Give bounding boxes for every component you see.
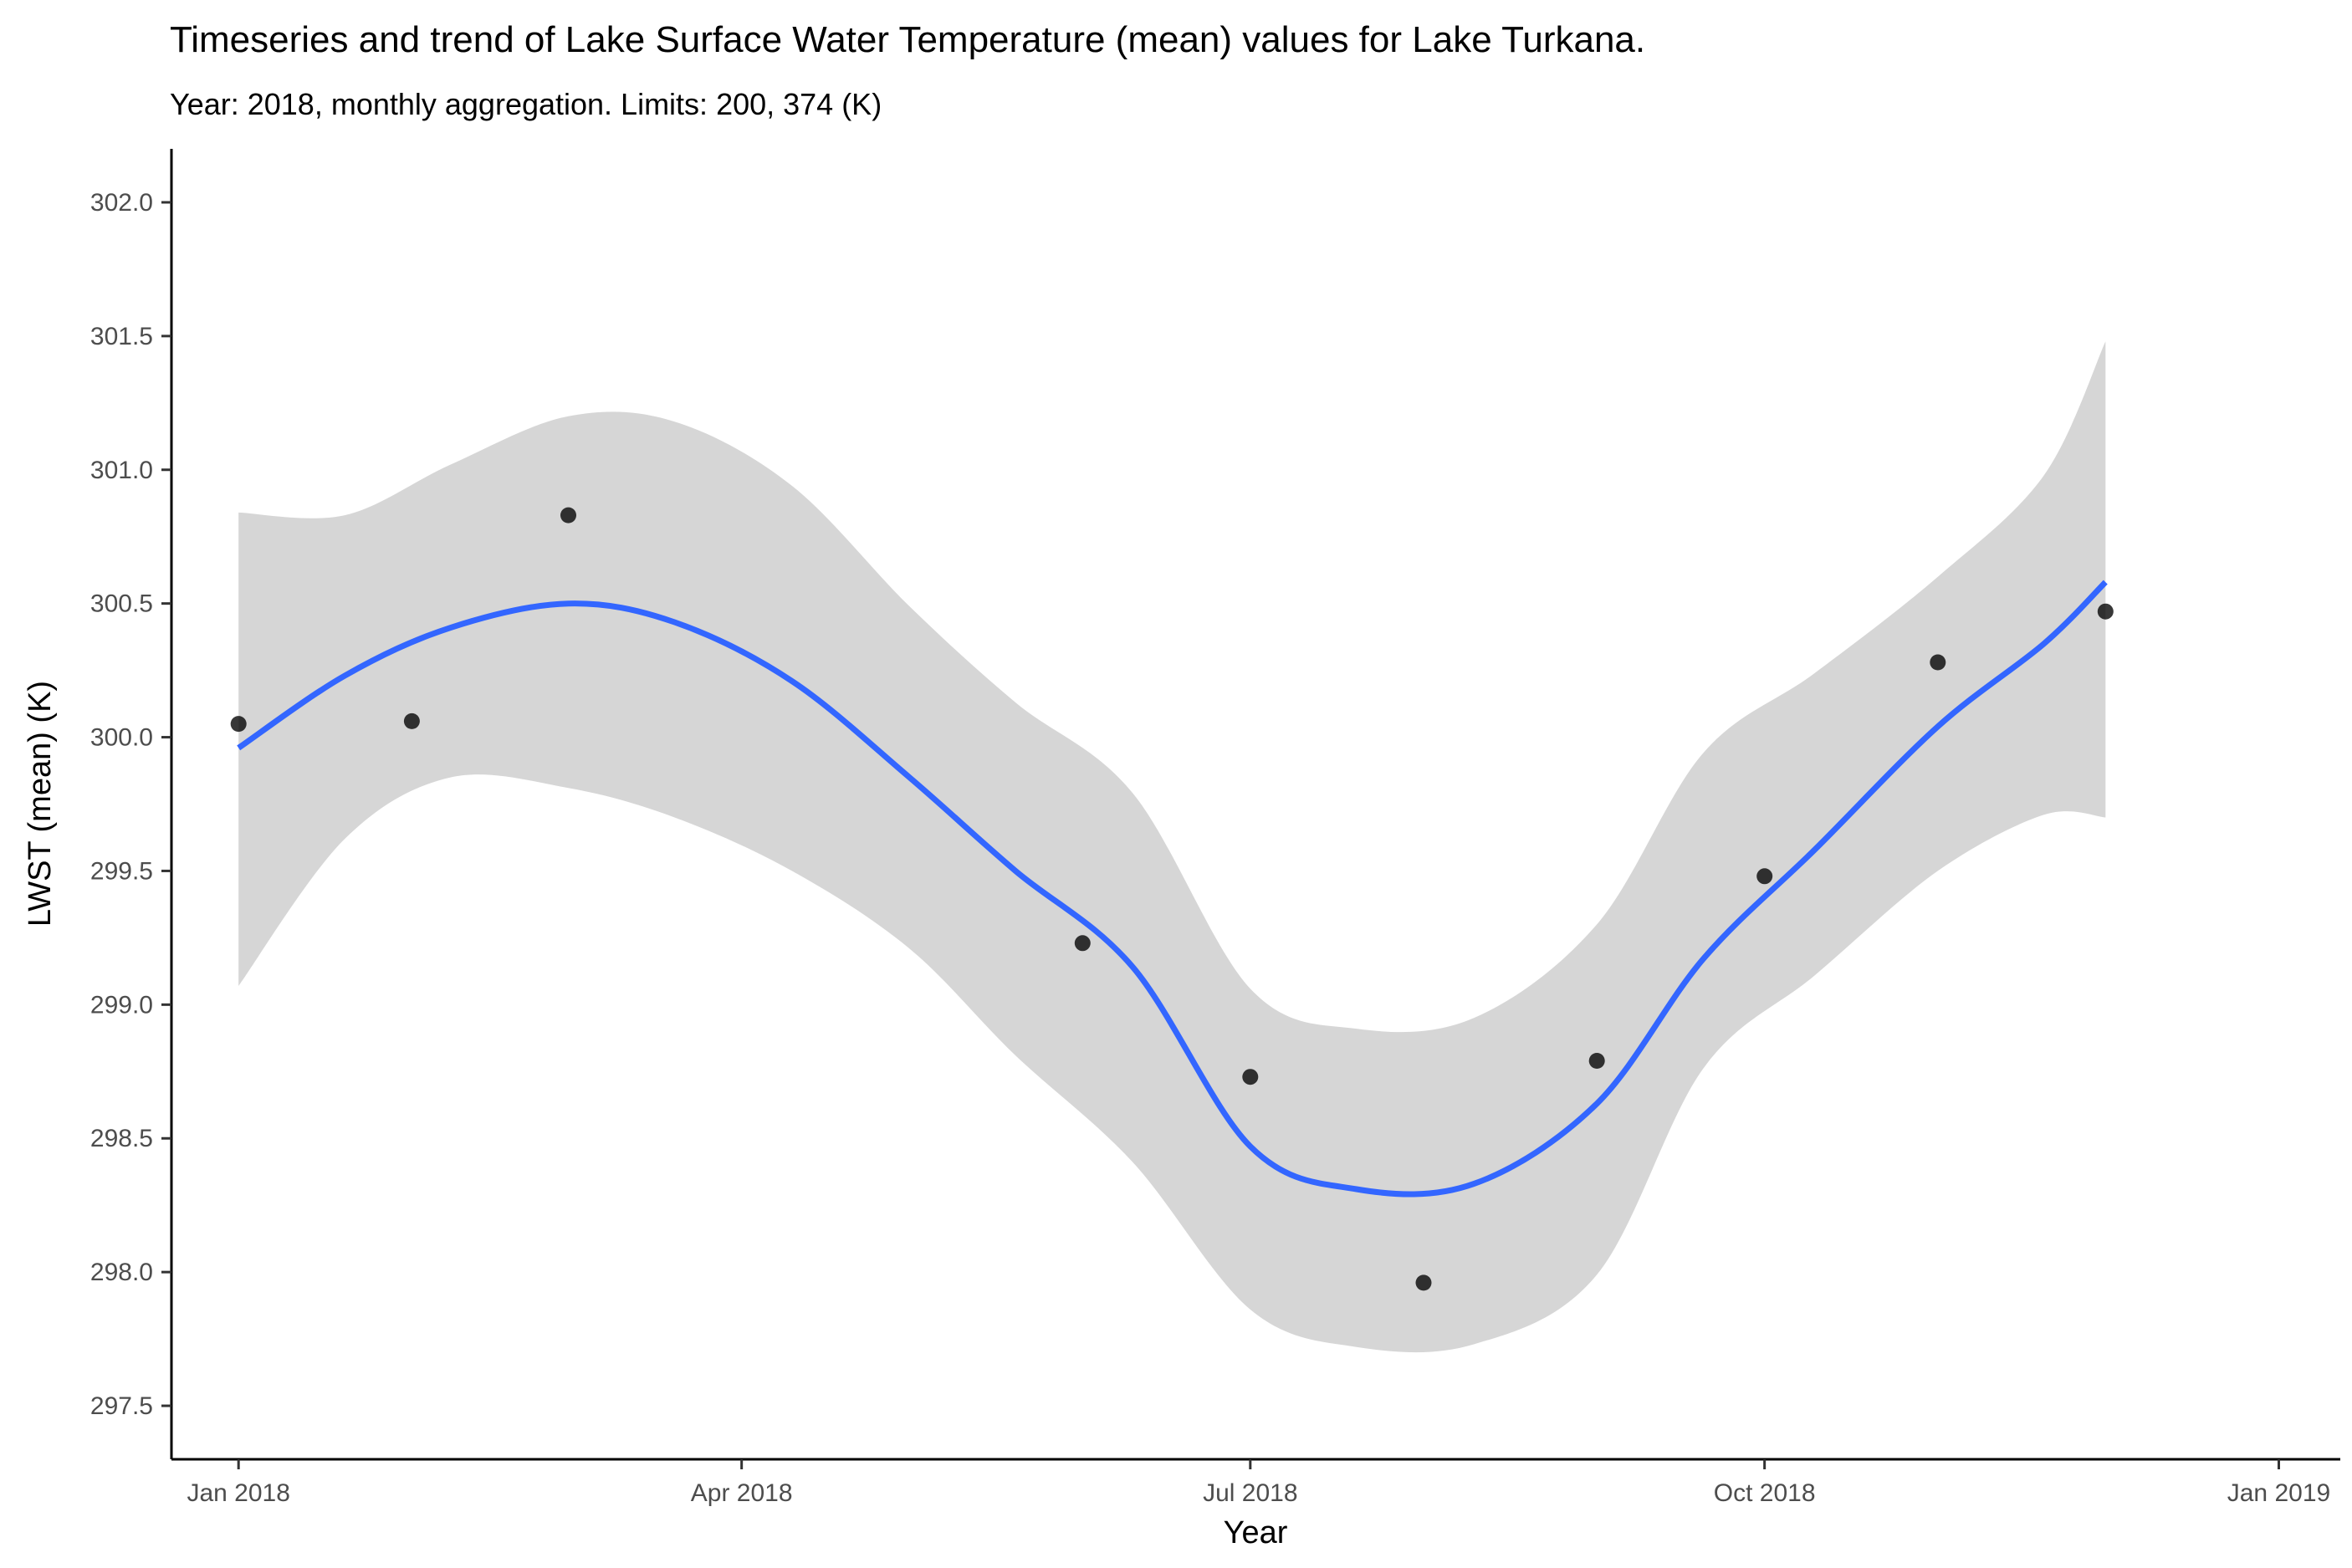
y-tick-label: 298.5: [90, 1125, 153, 1152]
data-point: [1242, 1069, 1259, 1085]
x-tick-label: Oct 2018: [1714, 1479, 1816, 1507]
y-tick-label: 300.0: [90, 724, 153, 752]
data-point: [2097, 603, 2114, 620]
y-tick-label: 297.5: [90, 1392, 153, 1420]
data-point: [403, 712, 420, 729]
data-point: [1074, 935, 1091, 952]
x-axis-title: Year: [1224, 1515, 1288, 1550]
y-tick-label: 301.0: [90, 457, 153, 484]
data-point: [1756, 868, 1773, 885]
data-point: [1930, 654, 1946, 671]
y-axis-ticks: 297.5 298.0 298.5 299.0 299.5 300.0 300.5 301.0…: [90, 189, 171, 1420]
chart-subtitle: Year: 2018, monthly aggregation. Limits:…: [170, 87, 882, 121]
y-tick-label: 301.5: [90, 323, 153, 350]
y-tick-label: 298.0: [90, 1259, 153, 1286]
x-tick-label: Apr 2018: [691, 1479, 793, 1507]
x-tick-label: Jan 2018: [187, 1479, 289, 1507]
x-tick-label: Jan 2019: [2227, 1479, 2330, 1507]
x-axis-ticks: Jan 2018 Apr 2018 Jul 2018 Oct 2018 Jan 2019: [187, 1459, 2330, 1507]
y-axis-title: LWST (mean) (K): [23, 681, 58, 927]
y-tick-label: 299.5: [90, 857, 153, 885]
y-tick-label: 300.5: [90, 590, 153, 618]
confidence-band-layer: [238, 341, 2106, 1353]
data-points-layer: [230, 507, 2114, 1291]
x-tick-label: Jul 2018: [1203, 1479, 1297, 1507]
y-tick-label: 299.0: [90, 991, 153, 1019]
trend-line: [237, 580, 2108, 1198]
chart-title: Timeseries and trend of Lake Surface Wat…: [170, 19, 1645, 60]
data-point: [230, 716, 247, 733]
data-point: [1415, 1274, 1432, 1291]
y-tick-label: 302.0: [90, 189, 153, 217]
trend-line-layer: [237, 580, 2108, 1198]
data-point: [560, 507, 576, 524]
data-point: [1588, 1053, 1605, 1069]
confidence-band: [238, 341, 2106, 1353]
